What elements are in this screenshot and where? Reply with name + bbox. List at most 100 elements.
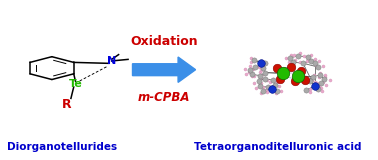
Point <box>262 71 268 74</box>
Point <box>304 60 310 63</box>
Text: m-CPBA: m-CPBA <box>138 91 190 104</box>
Point <box>278 90 284 92</box>
Point <box>311 74 317 76</box>
Point <box>305 56 311 58</box>
Point <box>270 86 276 89</box>
Point <box>251 81 257 84</box>
Point <box>297 61 303 63</box>
Point <box>274 90 280 92</box>
Point <box>305 58 311 61</box>
Point <box>300 62 306 64</box>
Point <box>311 81 318 84</box>
Point <box>316 60 322 62</box>
Point <box>302 55 308 57</box>
Text: N: N <box>107 56 116 66</box>
Point <box>248 57 254 60</box>
Point <box>258 81 264 84</box>
Point <box>310 75 316 78</box>
Point <box>257 74 263 77</box>
Point <box>258 62 264 64</box>
Point <box>307 88 313 90</box>
Point <box>257 71 263 73</box>
Point <box>256 80 262 82</box>
Point <box>316 76 322 78</box>
Point <box>302 79 308 81</box>
Point <box>308 53 314 56</box>
Point <box>250 67 256 70</box>
Point <box>253 86 259 89</box>
Text: Te: Te <box>68 79 82 89</box>
Point <box>267 81 273 84</box>
Point <box>248 60 254 63</box>
Point <box>315 66 321 68</box>
Point <box>249 73 255 76</box>
Point <box>258 92 264 94</box>
Point <box>257 84 263 87</box>
Point <box>290 61 296 63</box>
Point <box>286 60 292 63</box>
Point <box>259 63 265 66</box>
Point <box>249 75 255 78</box>
Point <box>260 67 266 69</box>
Point <box>308 60 314 62</box>
Point <box>320 80 326 83</box>
Point <box>242 68 248 71</box>
FancyArrow shape <box>133 57 195 82</box>
Point <box>321 78 327 80</box>
Point <box>307 80 313 82</box>
Point <box>313 64 319 67</box>
Text: R: R <box>62 98 71 111</box>
Point <box>262 77 268 80</box>
Point <box>317 72 323 75</box>
Point <box>323 83 329 86</box>
Point <box>247 69 253 71</box>
Point <box>264 90 270 93</box>
Point <box>264 79 270 81</box>
Point <box>297 52 303 55</box>
Point <box>298 69 304 72</box>
Point <box>257 76 263 79</box>
Point <box>308 78 314 81</box>
Point <box>292 80 298 82</box>
Point <box>269 87 275 90</box>
Point <box>319 90 325 92</box>
Point <box>246 71 252 73</box>
Point <box>318 87 324 89</box>
Point <box>262 62 268 64</box>
Point <box>318 82 324 85</box>
Point <box>247 64 253 67</box>
Point <box>311 84 318 86</box>
Point <box>283 56 289 59</box>
Point <box>274 80 280 83</box>
Text: Tetraorganoditelluronic acid: Tetraorganoditelluronic acid <box>194 142 362 152</box>
Point <box>259 60 265 62</box>
Point <box>295 55 301 57</box>
Point <box>272 84 278 86</box>
Point <box>311 61 318 64</box>
Point <box>291 54 297 56</box>
Point <box>263 88 269 91</box>
Point <box>276 84 282 87</box>
Point <box>269 87 275 90</box>
Point <box>277 78 283 81</box>
Point <box>270 79 276 82</box>
Point <box>288 54 294 57</box>
Point <box>287 57 293 59</box>
Point <box>322 76 328 78</box>
Point <box>251 59 257 62</box>
Point <box>260 86 266 88</box>
Text: Diorganotellurides: Diorganotellurides <box>7 142 118 152</box>
Point <box>295 75 301 77</box>
Point <box>303 89 309 91</box>
Point <box>260 90 266 92</box>
Point <box>288 66 294 69</box>
Point <box>261 73 267 76</box>
Point <box>258 68 264 71</box>
Text: Oxidation: Oxidation <box>130 35 198 48</box>
Point <box>309 60 315 62</box>
Point <box>316 85 322 88</box>
Point <box>257 78 263 81</box>
Point <box>265 86 271 89</box>
Point <box>274 67 280 70</box>
Point <box>243 73 249 76</box>
